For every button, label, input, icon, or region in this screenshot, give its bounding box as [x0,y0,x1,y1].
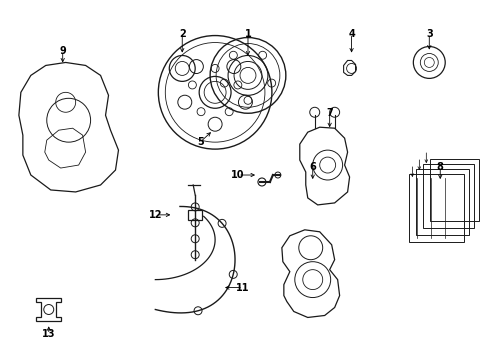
Text: 5: 5 [196,137,203,147]
Text: 2: 2 [179,28,185,39]
Text: 13: 13 [42,329,56,339]
Text: 10: 10 [231,170,244,180]
Text: 7: 7 [325,108,332,118]
Text: 6: 6 [309,162,315,172]
Text: 1: 1 [244,28,251,39]
Text: 12: 12 [148,210,162,220]
Text: 9: 9 [59,45,66,55]
Text: 4: 4 [347,28,354,39]
Text: 3: 3 [425,28,432,39]
Text: 11: 11 [236,283,249,293]
Text: 8: 8 [436,162,443,172]
